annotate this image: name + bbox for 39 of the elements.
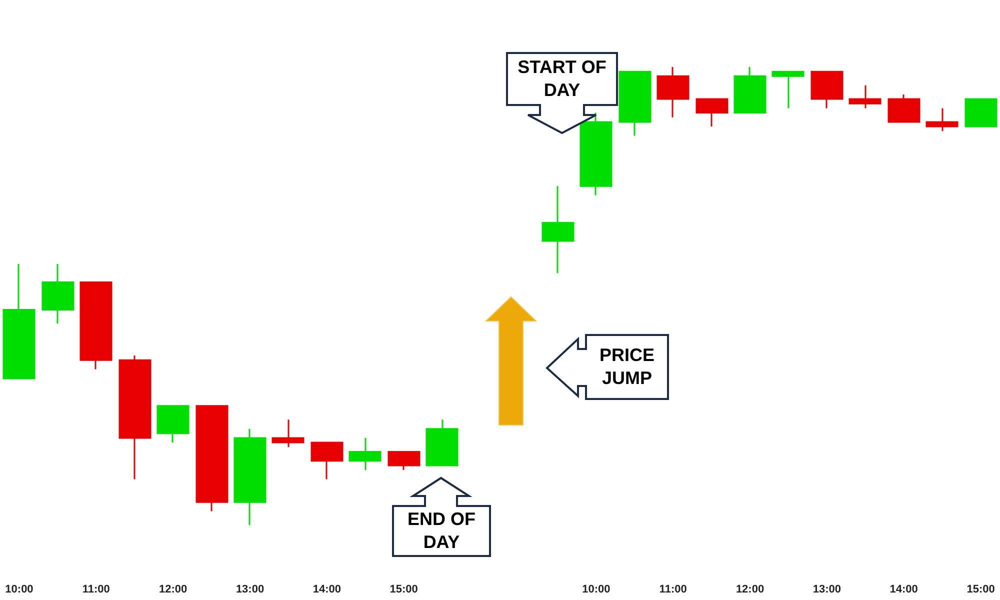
candlestick xyxy=(348,437,382,471)
candlestick xyxy=(80,282,112,370)
candlestick xyxy=(848,84,882,109)
annotation: END OF DAY xyxy=(406,508,476,554)
candlestick xyxy=(542,185,574,274)
x-tick-label: 11:00 xyxy=(659,584,687,596)
x-tick-label: 13:00 xyxy=(236,584,264,596)
candlestick xyxy=(272,418,304,448)
x-tick-label: 11:00 xyxy=(82,584,110,596)
x-tick-label: 14:00 xyxy=(890,584,918,596)
x-tick-label: 14:00 xyxy=(312,584,341,596)
x-tick-label: 12:00 xyxy=(159,584,188,596)
x-tick-label: 10:00 xyxy=(5,584,34,596)
candlestick xyxy=(156,405,190,444)
annotation: START OF DAY xyxy=(516,56,608,102)
candlestick xyxy=(656,66,690,118)
x-tick-label: 15:00 xyxy=(966,584,995,596)
x-tick-label: 13:00 xyxy=(812,584,841,596)
candlestick xyxy=(772,70,804,109)
candlestick xyxy=(2,263,36,380)
candlestick xyxy=(42,263,74,324)
candlestick xyxy=(964,98,998,128)
annotation: PRICE JUMP xyxy=(598,344,656,390)
candlestick xyxy=(696,98,728,128)
candlestick xyxy=(618,70,652,136)
candlestick xyxy=(426,418,458,466)
candlestick xyxy=(888,94,920,123)
candlestick xyxy=(810,70,844,109)
candlestick xyxy=(234,428,266,526)
candlestick xyxy=(196,405,228,512)
x-tick-label: 15:00 xyxy=(390,584,418,596)
x-tick-label: 10:00 xyxy=(582,584,610,596)
candlestick xyxy=(310,442,344,480)
candlestick xyxy=(926,107,958,132)
candlestick xyxy=(118,354,152,480)
x-tick-label: 12:00 xyxy=(736,584,764,596)
candlestick xyxy=(580,112,612,196)
candlestick xyxy=(734,66,766,114)
candlestick xyxy=(388,450,420,471)
